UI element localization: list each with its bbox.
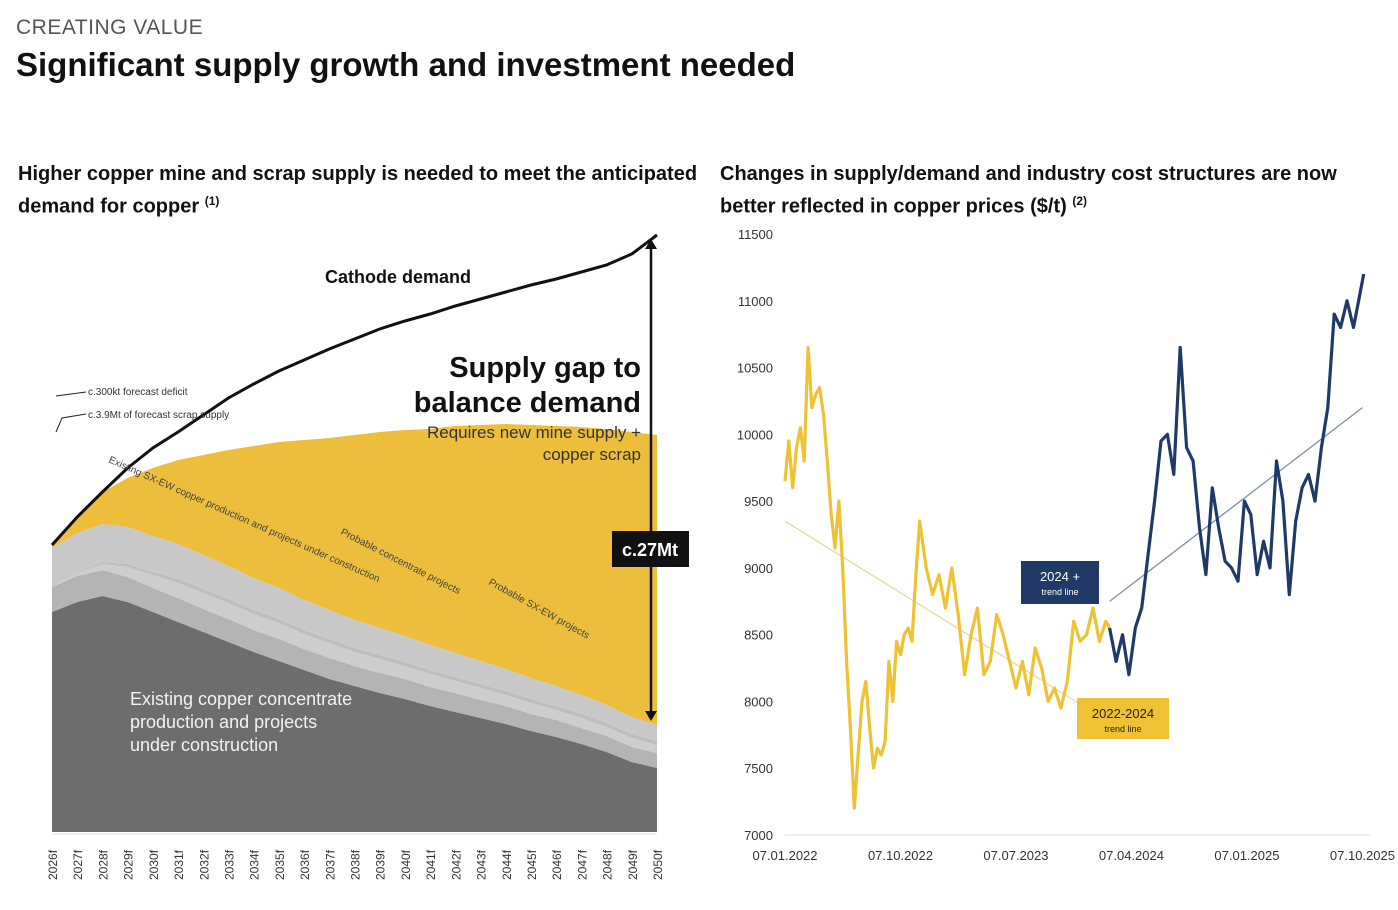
gap-arrow-head-bottom [645, 711, 657, 721]
page-title: Significant supply growth and investment… [16, 46, 796, 83]
navy-trend-badge-subtext: trend line [1041, 587, 1078, 597]
right-x-tick-label: 07.01.2022 [752, 848, 817, 863]
left-x-tick-label: 2039f [374, 849, 388, 880]
concentrate-area-label: under construction [130, 735, 278, 755]
right-y-tick-label: 7000 [744, 828, 773, 843]
trend-line-2024-plus [1109, 407, 1363, 602]
left-x-tick-label: 2032f [197, 849, 211, 880]
supply-gap-title: balance demand [414, 387, 641, 419]
right-y-tick-label: 10000 [737, 427, 773, 442]
navy-trend-badge [1021, 561, 1099, 604]
cathode-demand-label: Cathode demand [325, 267, 471, 287]
left-x-tick-label: 2044f [500, 849, 514, 880]
left-x-tick-label: 2042f [449, 849, 463, 880]
cathode-demand-line [50, 233, 658, 547]
left-x-tick-label: 2043f [475, 849, 489, 880]
left-x-tick-label: 2049f [626, 849, 640, 880]
area-probable-concentrate [52, 564, 657, 753]
area-supply-gap [52, 424, 657, 725]
left-chart-footnote: (1) [204, 194, 220, 208]
left-x-tick-label: 2028f [96, 849, 110, 880]
left-x-tick-label: 2050f [651, 849, 665, 880]
price-series-2024-2025 [1108, 273, 1366, 677]
area-existing-sxew [52, 570, 657, 768]
left-x-tick-label: 2031f [172, 849, 186, 880]
scrap-note: c.3.9Mt of forecast scrap supply [88, 410, 229, 421]
gap-arrow-head-top [645, 239, 657, 249]
yellow-trend-badge-text: 2022-2024 [1092, 706, 1154, 721]
left-x-tick-label: 2036f [298, 849, 312, 880]
right-y-tick-label: 9500 [744, 494, 773, 509]
right-x-tick-label: 07.04.2024 [1099, 848, 1164, 863]
left-x-tick-label: 2030f [147, 849, 161, 880]
area-existing-concentrate [52, 596, 657, 832]
left-x-tick-label: 2035f [273, 849, 287, 880]
scrap-note-leader [55, 413, 87, 433]
gap-badge-box [612, 531, 689, 567]
yellow-trend-badge [1077, 698, 1169, 739]
area-scrap-supply [52, 524, 657, 741]
supply-gap-subtext: copper scrap [543, 445, 641, 464]
left-x-tick-label: 2047f [575, 849, 589, 880]
right-y-tick-label: 10500 [737, 361, 773, 376]
left-chart-subtitle: Higher copper mine and scrap supply is n… [18, 161, 698, 221]
navy-trend-badge-text: 2024 + [1040, 569, 1080, 584]
right-y-tick-label: 7500 [744, 761, 773, 776]
gap-badge-text: c.27Mt [622, 540, 678, 560]
right-y-tick-label: 8000 [744, 694, 773, 709]
deficit-note-leader [55, 391, 87, 397]
right-y-tick-label: 8500 [744, 628, 773, 643]
left-chart-subtitle-text: Higher copper mine and scrap supply is n… [18, 163, 698, 218]
left-x-tick-label: 2038f [349, 849, 363, 880]
left-x-tick-label: 2033f [222, 849, 236, 880]
right-y-tick-label: 11500 [738, 227, 773, 242]
left-x-tick-label: 2041f [424, 849, 438, 880]
right-chart-subtitle-text: Changes in supply/demand and industry co… [720, 163, 1337, 218]
left-x-tick-label: 2034f [248, 849, 262, 880]
supply-gap-subtext: Requires new mine supply + [427, 423, 641, 442]
right-x-tick-label: 07.10.2022 [868, 848, 933, 863]
concentrate-area-label: Existing copper concentrate [130, 689, 352, 709]
concentrate-area-label: production and projects [130, 712, 317, 732]
right-chart-subtitle: Changes in supply/demand and industry co… [720, 161, 1390, 221]
right-x-tick-label: 07.07.2023 [983, 848, 1048, 863]
right-chart-footnote: (2) [1072, 194, 1087, 208]
left-x-tick-label: 2026f [46, 849, 60, 880]
left-x-tick-label: 2046f [550, 849, 564, 880]
section-kicker: CREATING VALUE [16, 16, 204, 39]
trend-line-2022-2024 [784, 520, 1094, 713]
left-x-tick-label: 2040f [399, 849, 413, 880]
right-x-tick-label: 07.10.2025 [1330, 848, 1395, 863]
price-series-2022-2024 [783, 345, 1111, 810]
supply-gap-title: Supply gap to [449, 352, 641, 384]
deficit-note: c.300kt forecast deficit [88, 387, 188, 398]
right-y-tick-label: 9000 [744, 561, 773, 576]
right-y-tick-label: 11000 [738, 294, 773, 309]
left-x-tick-label: 2029f [122, 849, 136, 880]
left-x-tick-label: 2027f [71, 849, 85, 880]
yellow-trend-badge-subtext: trend line [1104, 724, 1141, 734]
right-x-tick-label: 07.01.2025 [1214, 848, 1279, 863]
left-x-tick-label: 2045f [525, 849, 539, 880]
left-x-tick-label: 2037f [323, 849, 337, 880]
left-x-tick-label: 2048f [601, 849, 615, 880]
